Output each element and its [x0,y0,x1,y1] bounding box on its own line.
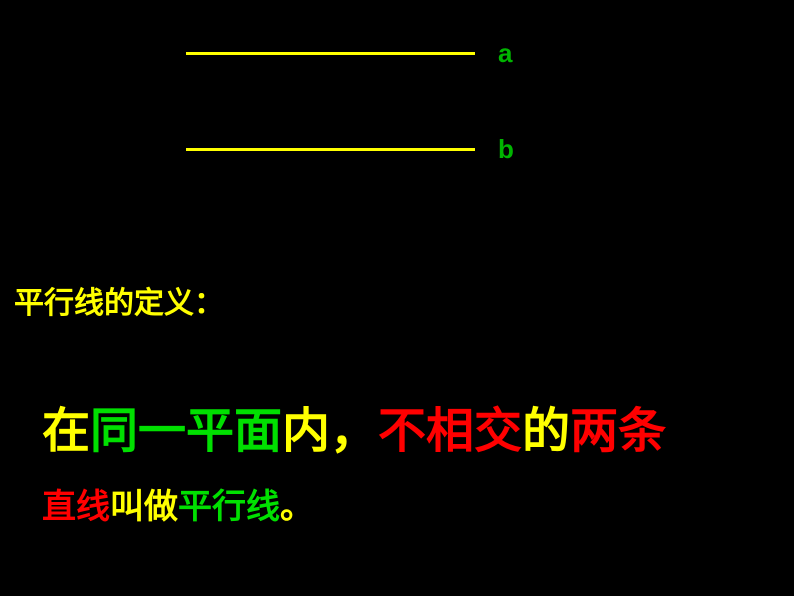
parallel-line-b [186,148,475,151]
parallel-line-a [186,52,475,55]
definition-segment: 平行线 [178,489,280,526]
definition-line-2: 直线叫做平行线。 [42,484,666,532]
definition-line-1: 在同一平面内，不相交的两条 [42,398,666,465]
definition-segment: 。 [280,489,314,526]
definition-segment: 两条 [570,405,666,458]
definition-segment: 直线 [42,489,110,526]
definition-segment: 在 [42,405,90,458]
line-b-label: b [498,134,514,165]
definition-segment: 的 [522,405,570,458]
definition-heading: 平行线的定义： [14,278,224,322]
slide-canvas: a b 平行线的定义： 在同一平面内，不相交的两条 直线叫做平行线。 [0,0,794,596]
definition-segment: 同一平面 [90,405,282,458]
definition-segment: 叫做 [110,489,178,526]
definition-body: 在同一平面内，不相交的两条 直线叫做平行线。 [42,398,666,532]
definition-segment: 不相交 [378,405,522,458]
definition-segment: 内， [282,405,378,458]
line-a-label: a [498,38,512,69]
